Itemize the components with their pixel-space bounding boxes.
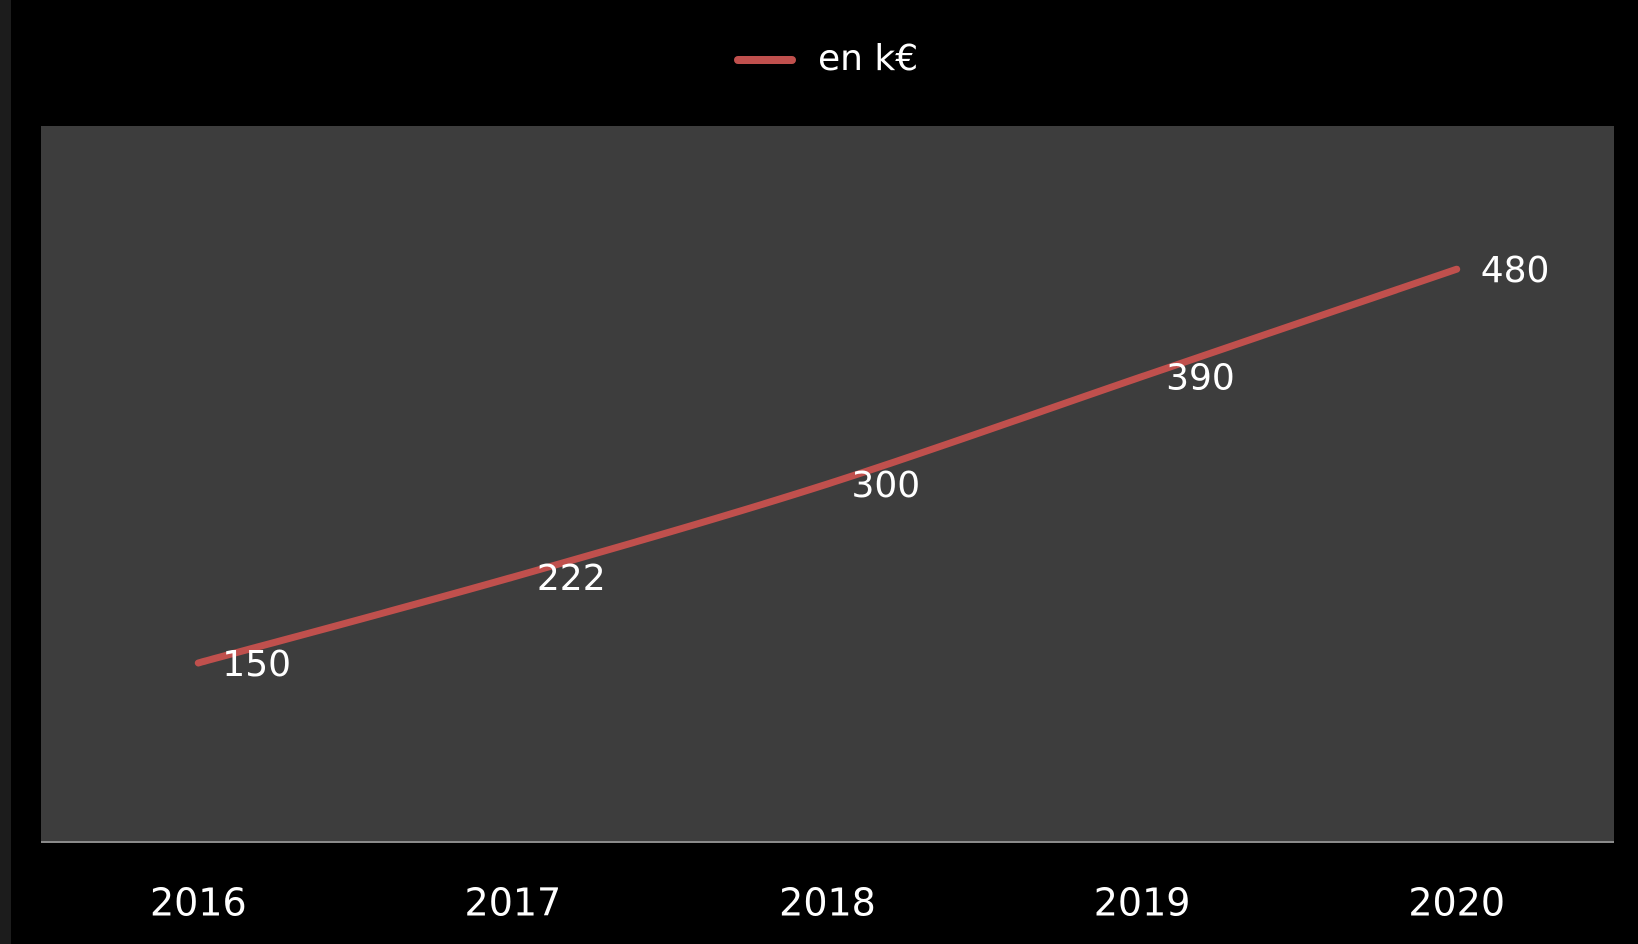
data-label: 300 — [852, 465, 921, 506]
data-label: 480 — [1481, 250, 1550, 291]
data-label: 222 — [537, 558, 606, 599]
x-tick-label: 2020 — [1408, 881, 1505, 925]
legend-label: en k€ — [818, 38, 918, 79]
left-edge — [0, 0, 11, 944]
chart: en k€ 2016 2017 2018 2019 2020 150 222 300 390 48… — [0, 0, 1638, 944]
page: {"chart_data": {"type": "line", "categor… — [0, 0, 1638, 944]
data-label: 150 — [222, 644, 291, 685]
x-tick-label: 2017 — [465, 881, 562, 925]
x-tick-label: 2019 — [1094, 881, 1191, 925]
x-tick-label: 2016 — [150, 881, 247, 925]
x-tick-label: 2018 — [779, 881, 876, 925]
data-label: 390 — [1166, 358, 1235, 399]
